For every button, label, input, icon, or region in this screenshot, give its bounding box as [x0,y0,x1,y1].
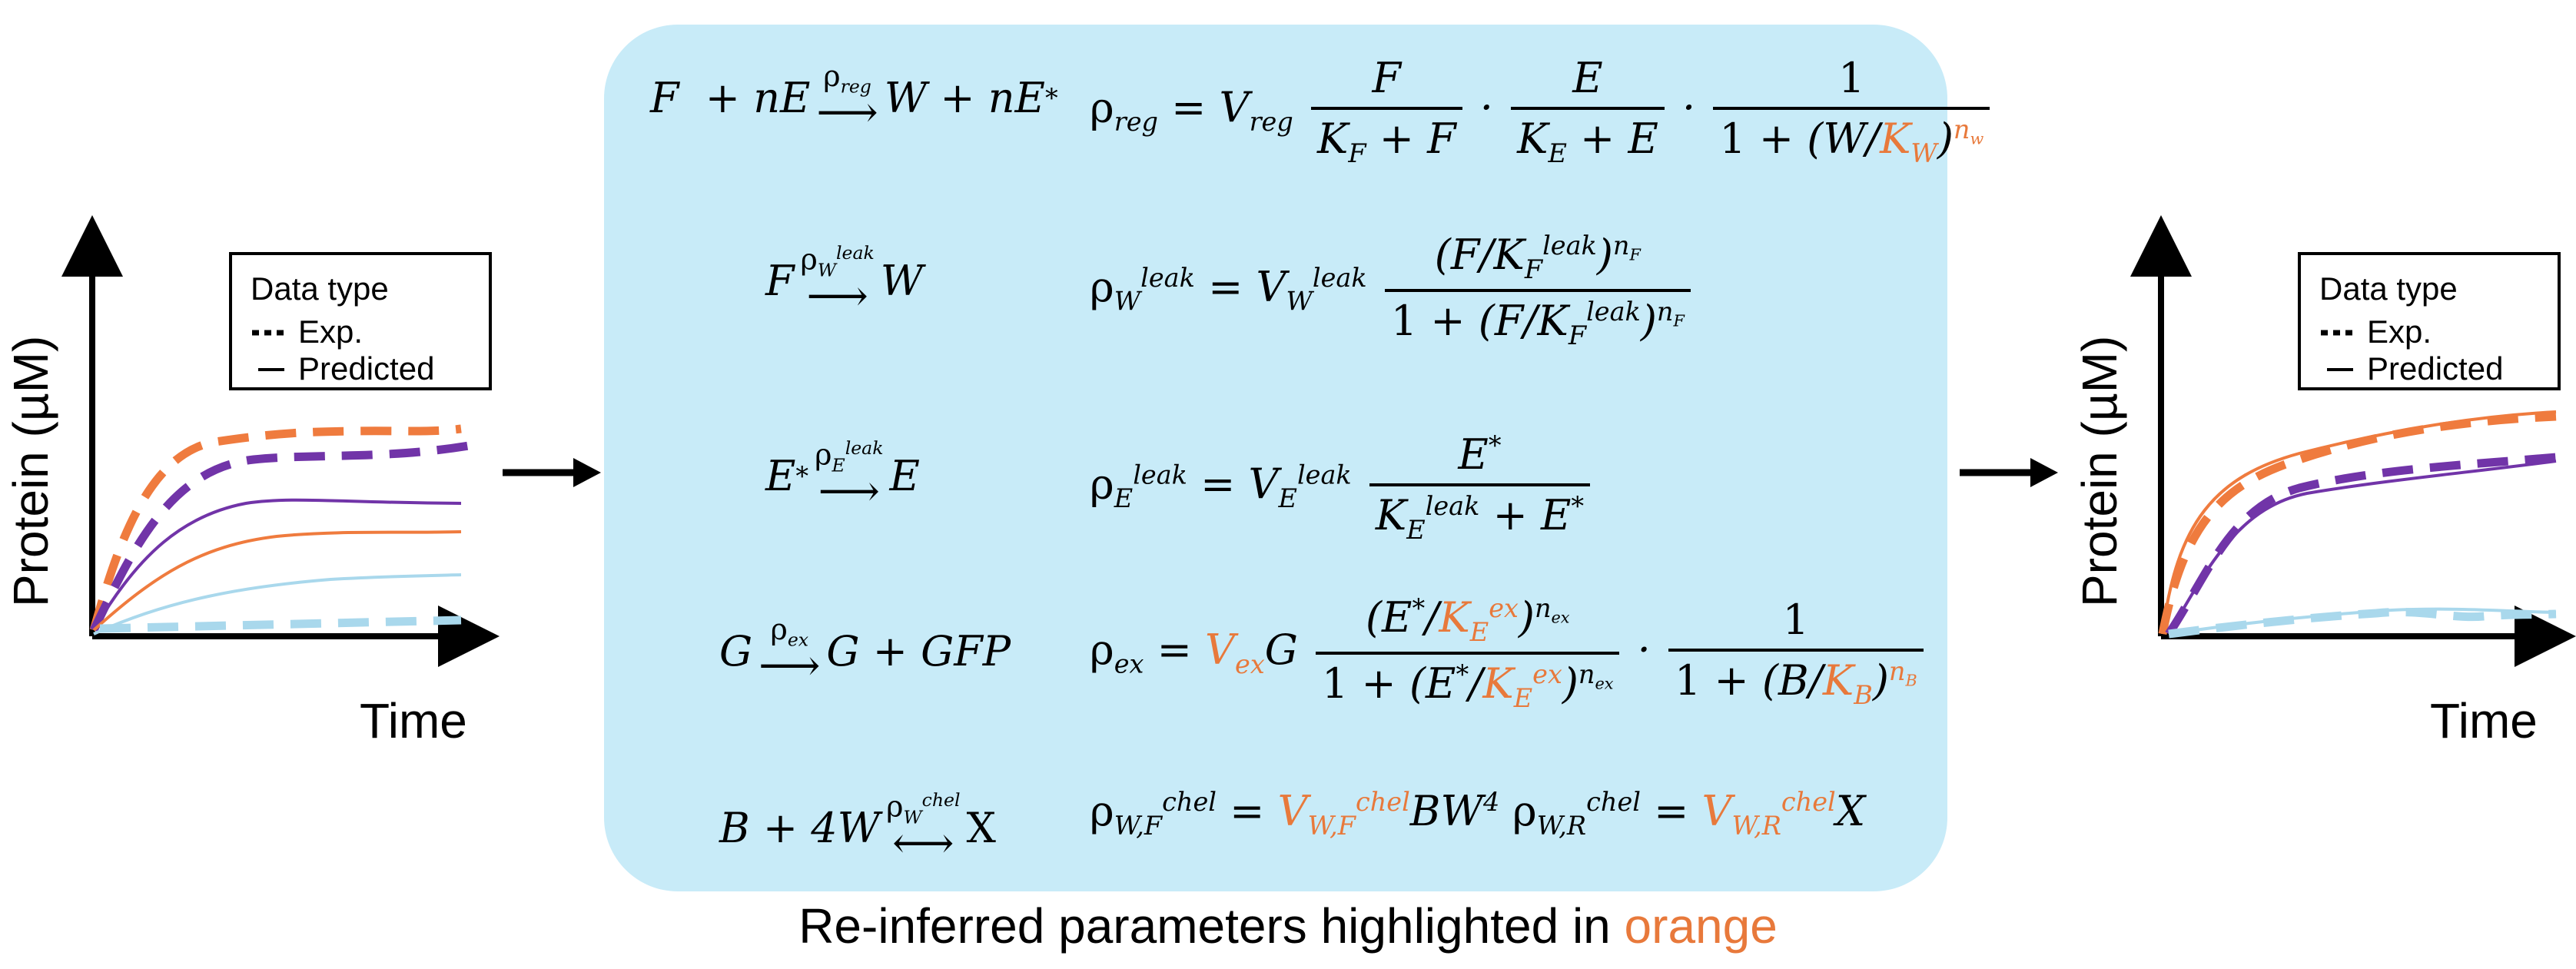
pred-orange-line [2161,410,2557,635]
reaction-leak-w: F ρWleak ⟶ W [765,242,924,321]
left-plot: Data type Exp. Predicted Time Protein (µ… [3,215,500,748]
legend-exp-label: Exp. [2367,314,2432,350]
legend-title: Data type [2319,270,2458,307]
rate-leak-w: ρWleak = VWleak (F/KFleak)nF 1 + (F/KFlea… [1090,231,1695,350]
caption-prefix: Re-inferred parameters highlighted in [798,898,1625,954]
y-axis-label: Protein (µM) [3,336,58,607]
x-axis-label: Time [2430,693,2538,748]
pred-purple-line [2167,460,2557,635]
caption: Re-inferred parameters highlighted in or… [0,898,2576,954]
input-arrow [503,458,601,487]
rate-leak-e: ρEleak = VEleak E* KEleak + E* [1090,430,1595,545]
exp-blue-line [99,616,462,633]
legend-box [229,252,492,390]
legend-title: Data type [251,270,389,307]
exp-orange-line [2158,412,2557,635]
x-axis-label: Time [360,693,467,748]
rate-ex: ρex = VexG (E*/KEex)nex 1 + (E*/KEex)nex … [1090,593,1928,713]
pred-blue-line [93,573,462,635]
reaction-leak-e: E * ρEleak ⟶ E [765,437,920,516]
output-arrow [1960,458,2058,487]
exp-blue-line [2168,607,2557,639]
legend-pred-label: Predicted [2367,350,2503,387]
reaction-chel: B + 4W ρWchel ⟷ X [719,789,996,868]
equations-panel [604,25,1947,891]
reaction-reg: F + nE ρreg ⟶ W + nE * [650,59,1058,138]
legend-box [2298,252,2561,390]
legend-pred-label: Predicted [298,350,434,387]
reaction-ex: G ρex ⟶ G + GFP [719,612,1011,692]
exp-purple-line [90,441,470,632]
rate-chel-forward: ρW,Fchel = VW,FchelBW4 [1090,787,1500,841]
pred-blue-line [2168,607,2557,635]
exp-orange-line [89,424,462,632]
caption-highlight: orange [1624,898,1778,954]
pred-orange-line [92,530,462,632]
right-plot: Data type Exp. Predicted Time Protein (µ… [2072,215,2576,748]
legend-exp-label: Exp. [298,314,363,350]
rate-chel-reverse: ρW,Rchel = VW,RchelX [1512,787,1866,841]
pred-purple-line [92,498,462,632]
y-axis-label: Protein (µM) [2072,336,2127,607]
